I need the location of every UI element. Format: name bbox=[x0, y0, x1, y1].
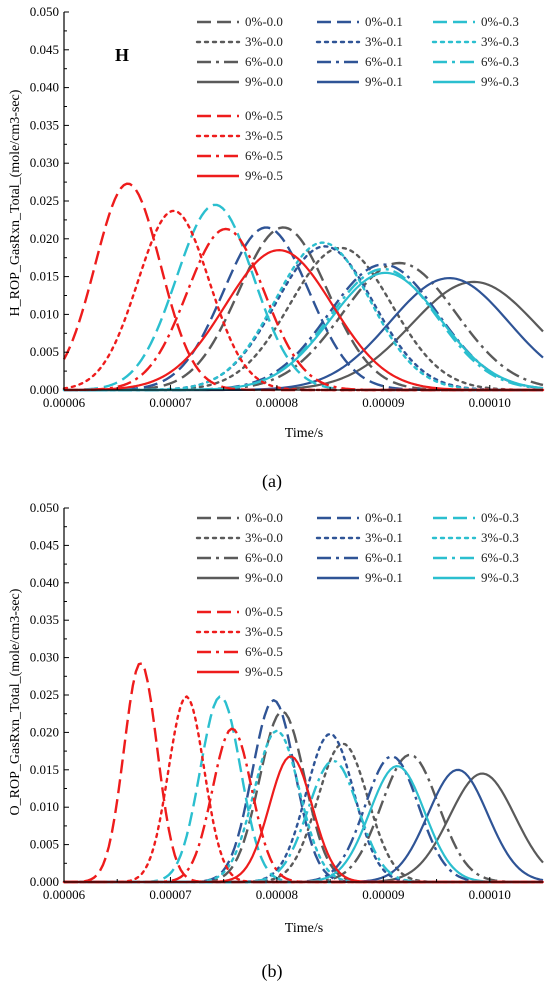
panel-b-legend-label-2: 0%-0.3 bbox=[481, 510, 519, 525]
panel-a-x-tick-label-4: 0.00010 bbox=[469, 395, 511, 410]
panel-b-legend-label-10: 9%-0.1 bbox=[365, 570, 403, 585]
panel-b-series-line-4 bbox=[62, 732, 545, 884]
panel-b-legend-label-4: 3%-0.1 bbox=[365, 530, 403, 545]
panel-a-legend-label-7: 6%-0.1 bbox=[365, 54, 403, 69]
panel-a-legend-label-3: 3%-0.0 bbox=[245, 34, 283, 49]
panel-a-series-line-9 bbox=[64, 280, 544, 392]
panel-a-series-line-6 bbox=[64, 261, 544, 392]
panel-a-legend-label-11: 9%-0.3 bbox=[481, 74, 519, 89]
panel-b-y-tick-label-4: 0.020 bbox=[30, 724, 59, 739]
panel-a-y-axis-title: H_ROP_GasRxn_Total_(mole/cm3-sec) bbox=[8, 89, 23, 316]
panel-b-series-line-2 bbox=[64, 695, 543, 884]
panel-b-y-tick-label-3: 0.015 bbox=[30, 762, 59, 777]
panel-b-x-tick-label-0: 0.00006 bbox=[43, 887, 86, 902]
panel-b-legend-label-13: 3%-0.5 bbox=[245, 624, 283, 639]
panel-b-legend-label-3: 3%-0.0 bbox=[245, 530, 283, 545]
panel-b-y-tick-label-2: 0.010 bbox=[30, 799, 59, 814]
panel-a-legend-label-14: 6%-0.5 bbox=[245, 148, 283, 163]
panel-a-y-tick-label-1: 0.005 bbox=[30, 344, 59, 359]
panel-b-series-line-13 bbox=[62, 695, 545, 884]
panel-b-legend-label-11: 9%-0.3 bbox=[481, 570, 519, 585]
panel-a-legend-label-4: 3%-0.1 bbox=[365, 34, 403, 49]
panel-a-tag: H bbox=[115, 45, 129, 65]
panel-a-y-tick-label-2: 0.010 bbox=[30, 306, 59, 321]
panel-b-y-tick-label-9: 0.045 bbox=[30, 537, 59, 552]
panel-b-legend-label-7: 6%-0.1 bbox=[365, 550, 403, 565]
panel-b-y-tick-label-5: 0.025 bbox=[30, 687, 59, 702]
panel-a-y-tick-label-5: 0.025 bbox=[30, 193, 59, 208]
panel-b-x-tick-label-1: 0.00007 bbox=[149, 887, 192, 902]
panel-a-series-line-1 bbox=[64, 226, 543, 392]
panel-a-y-tick-label-0: 0.000 bbox=[30, 382, 59, 397]
panel-a-series-line-0 bbox=[64, 226, 543, 392]
panel-a-caption: (a) bbox=[262, 471, 282, 492]
panel-b-x-tick-label-3: 0.00009 bbox=[362, 887, 404, 902]
panel-b-x-tick-label-2: 0.00008 bbox=[256, 887, 298, 902]
panel-b-caption: (b) bbox=[262, 961, 283, 982]
panel-a-legend-label-6: 6%-0.0 bbox=[245, 54, 283, 69]
panel-a-y-tick-label-8: 0.040 bbox=[30, 80, 59, 95]
panel-a-y-tick-label-7: 0.035 bbox=[30, 117, 59, 132]
panel-a-y-tick-label-4: 0.020 bbox=[30, 231, 59, 246]
panel-b-series-line-5 bbox=[62, 729, 545, 884]
panel-a: H Time/s H_ROP_GasRxn_Total_(mole/cm3-se… bbox=[8, 4, 545, 492]
panel-a-y-tick-label-10: 0.050 bbox=[30, 4, 59, 19]
panel-b-legend-label-1: 0%-0.1 bbox=[365, 510, 403, 525]
panel-a-legend-label-12: 0%-0.5 bbox=[245, 108, 283, 123]
panel-a-series-line-13 bbox=[62, 209, 545, 392]
panel-b-legend-label-8: 6%-0.3 bbox=[481, 550, 519, 565]
panel-a-legend-label-0: 0%-0.0 bbox=[245, 14, 283, 29]
panel-a-legend-label-2: 0%-0.3 bbox=[481, 14, 519, 29]
panel-a-legend-label-15: 9%-0.5 bbox=[245, 168, 283, 183]
panel-b-y-tick-label-1: 0.005 bbox=[30, 837, 59, 852]
panel-b-y-tick-label-8: 0.040 bbox=[30, 575, 59, 590]
panel-b-legend-label-6: 6%-0.0 bbox=[245, 550, 283, 565]
panel-a-y-tick-label-3: 0.015 bbox=[30, 269, 59, 284]
panel-b-series-line-1 bbox=[64, 699, 543, 884]
panel-a-legend-label-1: 0%-0.1 bbox=[365, 14, 403, 29]
panel-a-legend-label-10: 9%-0.1 bbox=[365, 74, 403, 89]
panel-a-x-tick-label-3: 0.00009 bbox=[362, 395, 404, 410]
panel-a-x-tick-label-2: 0.00008 bbox=[256, 395, 298, 410]
panel-b-y-tick-label-6: 0.030 bbox=[30, 650, 59, 665]
panel-b-series-line-0 bbox=[64, 710, 543, 884]
panel-b-legend-label-0: 0%-0.0 bbox=[245, 510, 283, 525]
panel-b-y-tick-label-10: 0.050 bbox=[30, 500, 59, 515]
panel-b: Time/s O_ROP_GasRxn_Total_(mole/cm3-sec)… bbox=[8, 500, 545, 982]
panel-a-legend-label-8: 6%-0.3 bbox=[481, 54, 519, 69]
panel-b-y-tick-label-0: 0.000 bbox=[30, 874, 59, 889]
panel-b-x-axis-title: Time/s bbox=[285, 921, 323, 936]
panel-a-legend-label-5: 3%-0.3 bbox=[481, 34, 519, 49]
panel-b-legend-label-9: 9%-0.0 bbox=[245, 570, 283, 585]
panel-a-series-line-2 bbox=[63, 203, 543, 392]
panel-a-y-tick-label-9: 0.045 bbox=[30, 42, 59, 57]
panel-a-x-tick-label-0: 0.00006 bbox=[43, 395, 86, 410]
panel-b-legend-label-15: 9%-0.5 bbox=[245, 664, 283, 679]
panel-b-legend-label-12: 0%-0.5 bbox=[245, 604, 283, 619]
panel-a-legend-label-9: 9%-0.0 bbox=[245, 74, 283, 89]
panel-b-series-line-9 bbox=[64, 772, 544, 884]
panel-b-y-axis-title: O_ROP_GasRxn_Total_(mole/cm3-sec) bbox=[8, 588, 23, 815]
panel-b-x-tick-label-4: 0.00010 bbox=[469, 887, 511, 902]
panel-b-legend-label-5: 3%-0.3 bbox=[481, 530, 519, 545]
panel-a-x-axis-title: Time/s bbox=[285, 426, 323, 441]
panel-a-x-tick-label-1: 0.00007 bbox=[149, 395, 192, 410]
panel-a-y-tick-label-6: 0.030 bbox=[30, 155, 59, 170]
panel-a-series-line-8 bbox=[64, 267, 544, 392]
panel-b-series-line-10 bbox=[64, 768, 544, 884]
panel-b-series-line-7 bbox=[64, 755, 543, 884]
panel-b-legend-label-14: 6%-0.5 bbox=[245, 644, 283, 659]
panel-a-legend-label-13: 3%-0.5 bbox=[245, 128, 283, 143]
panel-b-y-tick-label-7: 0.035 bbox=[30, 612, 59, 627]
